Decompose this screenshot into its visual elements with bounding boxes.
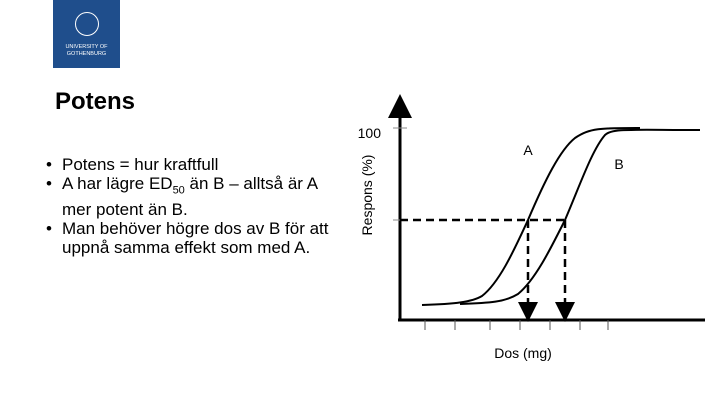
curve-label: A [523, 142, 533, 158]
logo-text: GOTHENBURG [66, 51, 107, 57]
bullet-text: Potens = hur kraftfull [62, 155, 219, 174]
logo-text: UNIVERSITY OF [65, 44, 108, 50]
bullet: Man behöver högre dos av B för att uppnå… [46, 219, 346, 257]
subscript: 50 [172, 184, 185, 197]
y-tick-label: 100 [358, 125, 382, 141]
curve-a [421, 127, 641, 306]
logo: UNIVERSITY OF GOTHENBURG [53, 0, 120, 68]
slide-title: Potens [55, 88, 136, 115]
bullet: A har lägre ED50 än B – alltså är A mer … [46, 174, 346, 219]
bullet-text: A har lägre ED [62, 174, 173, 193]
y-axis-label: Respons (%) [359, 155, 375, 236]
curve-b [459, 128, 701, 305]
bullet-text: än B – alltså är A mer potent än B. [62, 174, 318, 220]
curve-label: B [614, 156, 623, 172]
x-axis-label: Dos (mg) [494, 345, 552, 361]
bullet-text: Man behöver högre dos av B för att uppnå… [62, 219, 329, 258]
bullet-list: Potens = hur kraftfull A har lägre ED50 … [46, 155, 346, 257]
x-ticks [424, 320, 609, 330]
bullet: Potens = hur kraftfull [46, 155, 346, 174]
logo-emblem [74, 12, 99, 36]
